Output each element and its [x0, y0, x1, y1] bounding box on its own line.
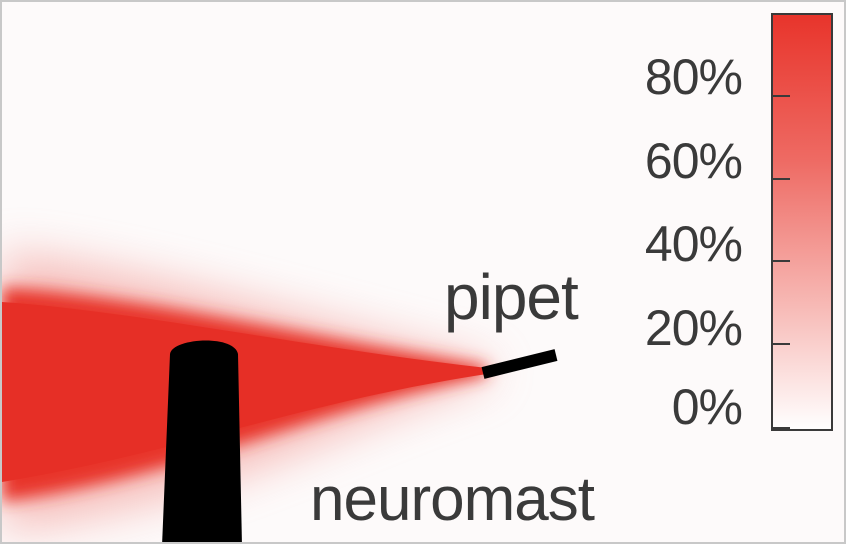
colorbar: [771, 13, 833, 431]
neuromast-label: neuromast: [310, 465, 595, 534]
dye-plume: [2, 252, 492, 532]
colorbar-tick-label-40: 40%: [644, 216, 743, 272]
colorbar-gradient: [771, 13, 833, 431]
pipet-label: pipet: [444, 261, 579, 333]
colorbar-tick-label-80: 80%: [644, 49, 743, 105]
colorbar-tick-label-0: 0%: [671, 379, 743, 435]
neuromast-shape: [162, 340, 242, 542]
colorbar-tick-label-60: 60%: [644, 133, 743, 189]
colorbar-tick-label-20: 20%: [644, 300, 743, 356]
pipet-shape: [481, 349, 558, 379]
